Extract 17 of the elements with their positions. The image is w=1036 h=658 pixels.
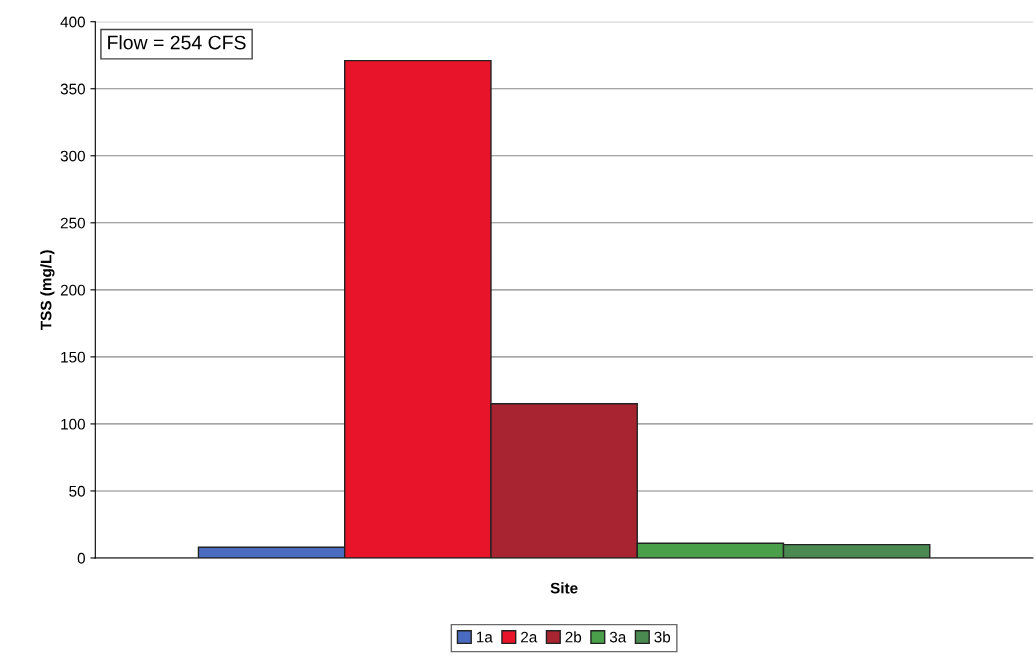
y-tick-label: 100 bbox=[61, 418, 85, 430]
legend-label: 2b bbox=[565, 631, 582, 643]
legend-label: 3b bbox=[654, 631, 671, 643]
legend-label: 2a bbox=[521, 631, 538, 643]
y-tick-label: 300 bbox=[60, 150, 85, 162]
legend-label: 3a bbox=[609, 631, 627, 643]
legend-label: 1a bbox=[476, 631, 493, 643]
y-tick-label: 350 bbox=[60, 83, 85, 95]
y-tick-label: 400 bbox=[60, 16, 85, 28]
y-tick-label: 0 bbox=[77, 552, 85, 564]
y-tick-label: 250 bbox=[60, 217, 85, 229]
y-tick-label: 200 bbox=[60, 284, 85, 296]
x-axis-title: Site bbox=[550, 582, 578, 594]
y-tick-label: 150 bbox=[61, 351, 85, 363]
y-tick-label: 50 bbox=[69, 485, 85, 497]
y-axis-title: TSS (mg/L) bbox=[40, 250, 55, 330]
annotation: Flow = 254 CFS bbox=[108, 35, 246, 50]
